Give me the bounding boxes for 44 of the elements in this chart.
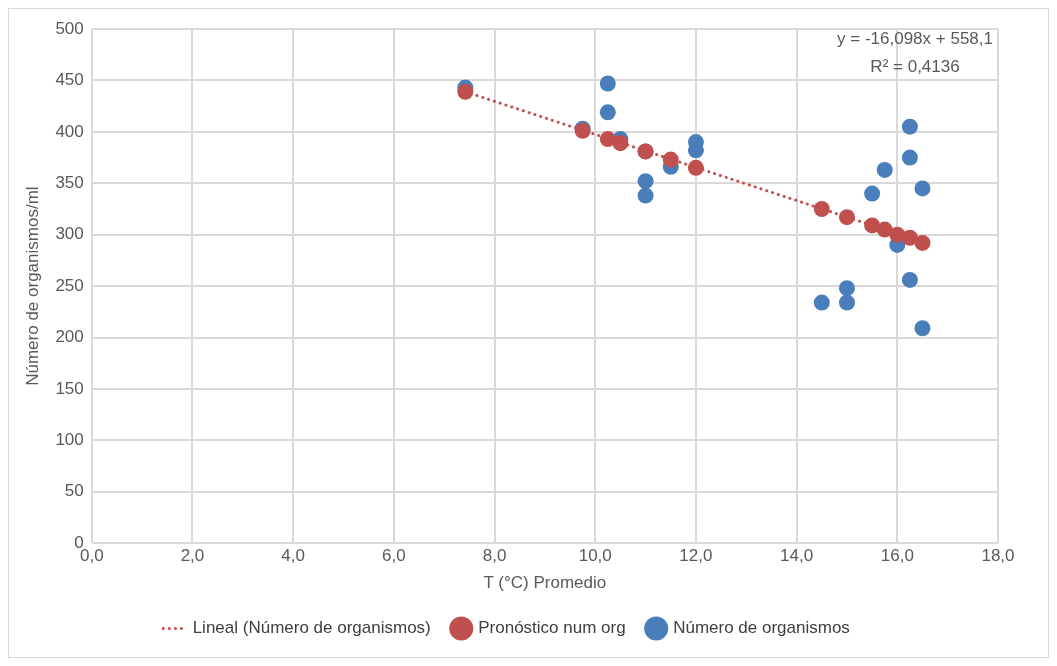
- point: [599, 104, 616, 121]
- x-tick-label: 16,0: [880, 546, 914, 566]
- point: [901, 118, 918, 135]
- x-tick-label: 14,0: [780, 546, 814, 566]
- x-tick-label: 18,0: [981, 546, 1015, 566]
- point: [637, 173, 654, 190]
- y-tick-label: 150: [55, 378, 84, 398]
- x-tick-label: 10,0: [578, 546, 612, 566]
- y-tick-label: 350: [55, 172, 84, 192]
- x-tick-label: 4,0: [281, 546, 305, 566]
- annotation: R² = 0,4136: [870, 57, 960, 77]
- point: [901, 149, 918, 166]
- y-axis-title: Número de organismos/ml: [22, 186, 42, 386]
- y-tick-label: 300: [55, 224, 84, 244]
- y-tick-label: 400: [55, 121, 84, 141]
- y-tick-label: 250: [55, 275, 84, 295]
- point: [876, 161, 893, 178]
- point: [838, 209, 855, 226]
- point: [457, 83, 474, 100]
- y-tick-label: 200: [55, 327, 84, 347]
- y-tick-label: 450: [55, 70, 84, 90]
- point: [914, 234, 931, 251]
- y-tick-label: 50: [64, 481, 84, 501]
- legend-label: Lineal (Número de organismos): [192, 618, 431, 638]
- point: [637, 187, 654, 204]
- annotation: y = -16,098x + 558,1: [837, 29, 993, 49]
- point: [813, 294, 830, 311]
- point: [838, 280, 855, 297]
- point: [914, 180, 931, 197]
- point: [914, 320, 931, 337]
- legend-label: Pronóstico num org: [478, 618, 626, 638]
- point: [599, 75, 616, 92]
- y-tick-label: 100: [55, 430, 84, 450]
- x-axis-title: T (°C) Promedio: [483, 573, 607, 593]
- point: [864, 185, 881, 202]
- x-tick-label: 2,0: [180, 546, 205, 566]
- x-tick-label: 6,0: [382, 546, 406, 566]
- point: [838, 294, 855, 311]
- point: [901, 271, 918, 288]
- point: [813, 200, 830, 217]
- x-tick-label: 12,0: [679, 546, 713, 566]
- x-tick-label: 8,0: [482, 546, 507, 566]
- y-tick-label: 500: [55, 18, 84, 38]
- legend-label: Número de organismos: [673, 618, 850, 638]
